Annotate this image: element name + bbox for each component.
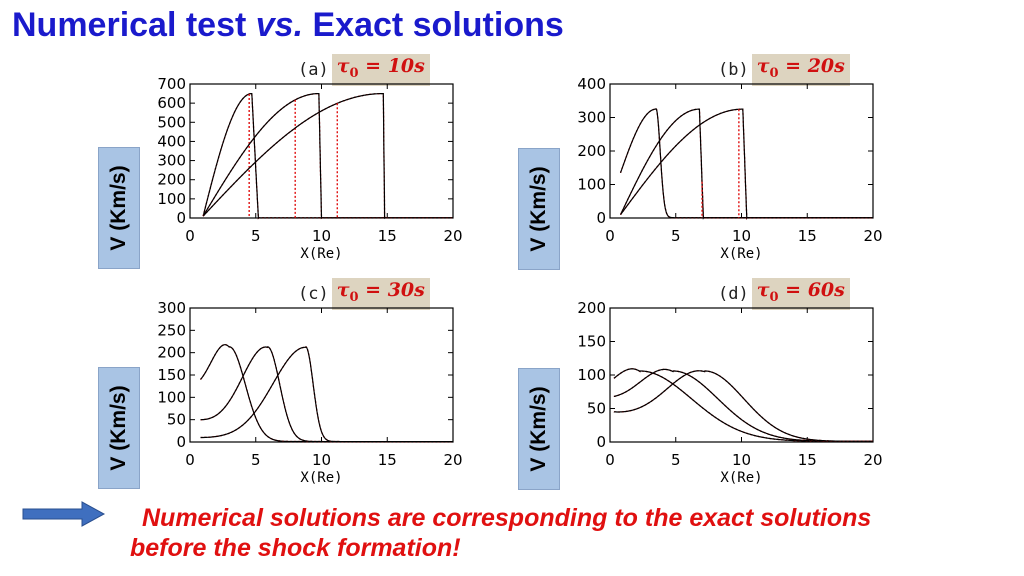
panel-a-xlabel: X(Re) (300, 246, 342, 262)
conclusion-line-2: before the shock formation! (130, 534, 461, 562)
panel-b-ytick-label: 400 (577, 75, 606, 93)
panel-a-xtick-label: 15 (378, 227, 397, 245)
panel-c-letter: (c) (298, 284, 329, 304)
panel-c-xtick-label: 10 (312, 451, 331, 469)
panel-d-numerical-curve-2 (613, 368, 873, 442)
panel-d-label: (d) τ0 = 60s (718, 278, 850, 310)
panel-b-exact-curve-3 (620, 108, 873, 220)
panel-d-letter: (d) (718, 284, 749, 304)
panel-a-exact-curve-2 (202, 93, 453, 220)
panel-a-ytick-label: 600 (157, 94, 186, 112)
panel-a-tau-label: τ0 = 10s (331, 54, 430, 86)
panel-c-ytick-label: 200 (157, 344, 186, 362)
panel-b-label: (b) τ0 = 20s (718, 54, 850, 86)
panel-b: V (Km/s) (b) τ0 = 20s 0 100 200 300 400 0 5 10 15 20… (518, 54, 888, 280)
panel-a-ytick-label: 700 (157, 75, 186, 93)
panel-d: V (Km/s) (d) τ0 = 60s 0 50 100 150 200 0 5 10 15 20 X… (518, 278, 888, 504)
panel-b-ytick-label: 200 (577, 142, 606, 160)
slide-title: Numerical test vs. Exact solutions (12, 6, 564, 45)
panel-c-exact-curve-3 (200, 345, 453, 443)
panel-d-numerical-curve-3 (613, 370, 873, 442)
panel-a-xtick-label: 10 (312, 227, 331, 245)
title-part1: Numerical test (12, 6, 256, 44)
panel-c-xtick-label: 0 (185, 451, 195, 469)
panel-c-tau-label: τ0 = 30s (331, 278, 430, 310)
panel-d-exact-curve-2 (613, 368, 873, 442)
panel-b-ytick-label: 300 (577, 109, 606, 127)
panel-b-xtick-label: 5 (671, 227, 681, 245)
panel-c-ytick-label: 300 (157, 299, 186, 317)
panel-c-xtick-label: 15 (378, 451, 397, 469)
panel-b-letter: (b) (718, 60, 749, 80)
panel-a-ytick-label: 400 (157, 132, 186, 150)
panel-d-xtick-label: 0 (605, 451, 615, 469)
panel-c-xtick-label: 5 (251, 451, 261, 469)
panel-a: V (Km/s) (a) τ0 = 10s 0 100 200 300 400 500 600 70… (98, 54, 468, 280)
panel-d-tau-label: τ0 = 60s (751, 278, 850, 310)
right-arrow-icon (22, 501, 106, 527)
panel-c-ylabel-box: V (Km/s) (98, 367, 140, 489)
panel-c-plot: 0 50 100 150 200 250 300 0 5 10 15 20 X(Re) (157, 299, 462, 486)
conclusion-line-1: Numerical solutions are corresponding to… (142, 504, 872, 532)
title-part2: Exact solutions (303, 6, 564, 44)
panel-d-ytick-label: 50 (587, 400, 606, 418)
panel-b-xtick-label: 20 (863, 227, 882, 245)
panel-b-xtick-label: 10 (732, 227, 751, 245)
panel-b-plot: 0 100 200 300 400 0 5 10 15 20 X(Re) (577, 75, 882, 262)
panel-d-xtick-label: 10 (732, 451, 751, 469)
panel-d-ytick-label: 150 (577, 333, 606, 351)
panel-a-xtick-label: 5 (251, 227, 261, 245)
panel-c-label: (c) τ0 = 30s (298, 278, 430, 310)
panel-a-exact-curve-3 (202, 93, 453, 220)
panel-c-exact-curve-1 (200, 344, 453, 443)
panel-a-ytick-label: 500 (157, 113, 186, 131)
panel-a-label: (a) τ0 = 10s (298, 54, 430, 86)
title-vs: vs. (255, 6, 304, 44)
panel-c-xtick-label: 20 (443, 451, 462, 469)
panel-b-ytick-label: 100 (577, 176, 606, 194)
panel-d-exact-curve-3 (613, 370, 873, 442)
panel-c-ytick-label: 50 (167, 411, 186, 429)
panel-a-letter: (a) (298, 60, 329, 80)
panel-c: V (Km/s) (c) τ0 = 30s 0 50 100 150 200 250 300 0 5 1… (98, 278, 468, 504)
panel-d-ytick-label: 100 (577, 366, 606, 384)
panel-a-xtick-label: 0 (185, 227, 195, 245)
panel-d-ytick-label: 200 (577, 299, 606, 317)
panel-d-xtick-label: 15 (798, 451, 817, 469)
panel-b-frame (609, 83, 874, 219)
panel-d-ylabel-box: V (Km/s) (518, 368, 560, 490)
panel-c-ytick-label: 150 (157, 366, 186, 384)
panel-c-ytick-label: 0 (176, 433, 186, 451)
panel-d-plot: 0 50 100 150 200 0 5 10 15 20 X(Re) (577, 299, 882, 486)
panel-a-ytick-label: 100 (157, 190, 186, 208)
panel-d-xlabel: X(Re) (720, 470, 762, 486)
conclusion-text: Numerical solutions are corresponding to… (130, 503, 1010, 563)
panel-a-xtick-label: 20 (443, 227, 462, 245)
panel-c-xlabel: X(Re) (300, 470, 342, 486)
panel-b-xlabel: X(Re) (720, 246, 762, 262)
panel-a-ytick-label: 0 (176, 209, 186, 227)
panel-d-numerical-curve-1 (613, 368, 873, 442)
panel-b-xtick-label: 0 (605, 227, 615, 245)
panel-b-ylabel-box: V (Km/s) (518, 148, 560, 270)
panel-b-tau-label: τ0 = 20s (751, 54, 850, 86)
panel-d-xtick-label: 20 (863, 451, 882, 469)
panel-d-xtick-label: 5 (671, 451, 681, 469)
panel-d-exact-curve-1 (613, 368, 873, 442)
panel-a-ytick-label: 300 (157, 152, 186, 170)
panel-a-ytick-label: 200 (157, 171, 186, 189)
panel-b-xtick-label: 15 (798, 227, 817, 245)
panel-b-ytick-label: 0 (596, 209, 606, 227)
panel-d-ytick-label: 0 (596, 433, 606, 451)
panel-c-ytick-label: 250 (157, 321, 186, 339)
panel-c-frame (189, 307, 454, 443)
panel-c-ytick-label: 100 (157, 388, 186, 406)
panel-a-ylabel-box: V (Km/s) (98, 147, 140, 269)
